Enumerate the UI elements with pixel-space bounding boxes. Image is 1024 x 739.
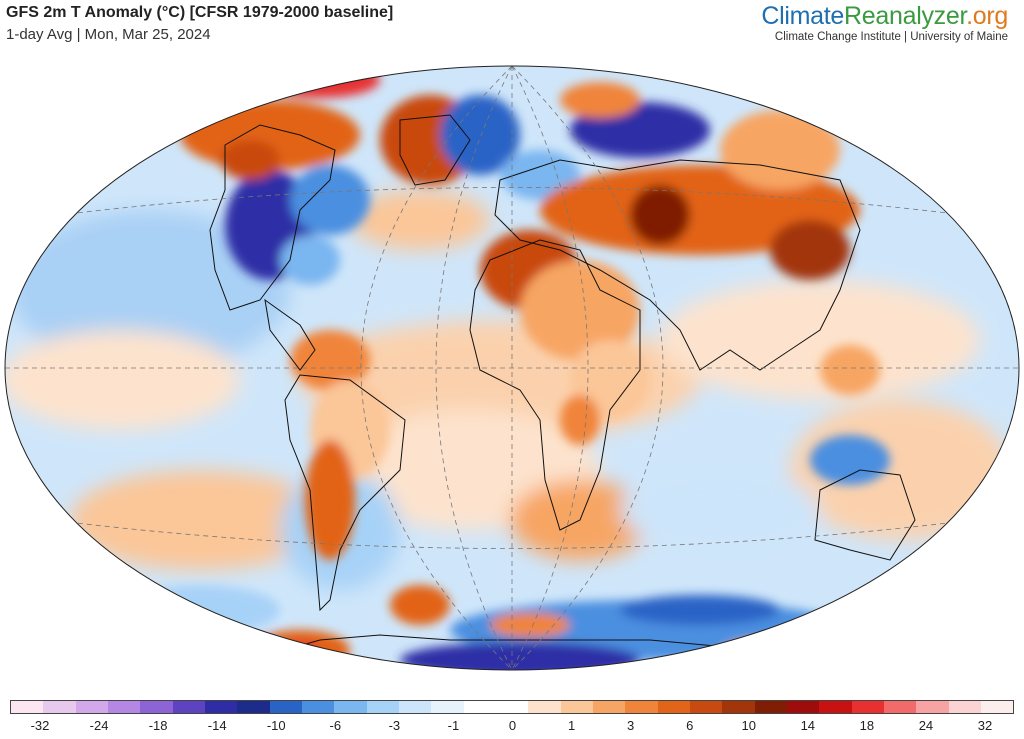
map-subtitle: 1-day Avg | Mon, Mar 25, 2024: [6, 26, 211, 43]
brand-name: ClimateReanalyzer.org: [761, 2, 1008, 30]
colorbar-tick-label: -1: [447, 718, 460, 733]
colorbar-swatch: [786, 701, 820, 713]
colorbar-swatch: [43, 701, 76, 713]
colorbar-swatch: [140, 701, 173, 713]
colorbar-swatch: [75, 701, 108, 713]
colorbar-tick-label: -3: [388, 718, 401, 733]
colorbar-swatch: [528, 701, 561, 713]
colorbar-swatch: [851, 701, 884, 713]
colorbar-swatch: [495, 701, 529, 713]
colorbar-tick-label: 3: [627, 718, 635, 733]
colorbar-tick-label: 0: [508, 718, 517, 733]
colorbar-ticks: -32 -24 -18 -14 -10 -6 -3 -1 0 1 3 6 10 14 18 24 32: [10, 718, 1014, 736]
colorbar-tick-label: 6: [686, 718, 694, 733]
anomaly-map: [4, 65, 1020, 671]
colorbar-swatch: [592, 701, 626, 713]
colorbar-swatch: [398, 701, 432, 713]
colorbar-tick-label: -14: [207, 718, 227, 733]
graticule: [5, 66, 1019, 670]
colorbar-swatch: [689, 701, 723, 713]
colorbar-swatch: [948, 701, 981, 713]
colorbar-swatch: [657, 701, 690, 713]
colorbar-swatch: [237, 701, 270, 713]
colorbar-tick-label: 32: [977, 718, 993, 733]
colorbar-swatch: [722, 701, 755, 713]
map-title: GFS 2m T Anomaly (°C) [CFSR 1979-2000 ba…: [6, 4, 394, 21]
colorbar-swatch: [883, 701, 917, 713]
colorbar-tick-label: -10: [266, 718, 286, 733]
colorbar-swatch: [463, 701, 496, 713]
globe-projection: [5, 66, 1019, 670]
colorbar-swatch: [301, 701, 335, 713]
colorbar-swatch: [204, 701, 238, 713]
colorbar-tick-label: -18: [148, 718, 168, 733]
colorbar-tick-label: 18: [859, 718, 875, 733]
colorbar-tick-label: -32: [30, 718, 50, 733]
colorbar-tick-label: -24: [89, 718, 109, 733]
brand-logo[interactable]: ClimateReanalyzer.org Climate Change Ins…: [761, 2, 1008, 43]
colorbar-swatch: [560, 701, 593, 713]
brand-affiliation: Climate Change Institute | University of…: [774, 31, 1008, 43]
colorbar-swatch: [754, 701, 787, 713]
colorbar-swatch: [366, 701, 399, 713]
colorbar-swatch: [11, 701, 44, 713]
colorbar-tick-label: 10: [741, 718, 756, 733]
colorbar-swatch: [819, 701, 852, 713]
colorbar: [10, 700, 1014, 714]
colorbar-swatch: [334, 701, 367, 713]
colorbar-swatch: [980, 701, 1014, 713]
colorbar-tick-label: 1: [567, 718, 576, 733]
colorbar-swatch: [172, 701, 205, 713]
colorbar-tick-label: 14: [800, 718, 816, 733]
colorbar-tick-label: -6: [329, 718, 342, 733]
colorbar-swatch: [916, 701, 949, 713]
colorbar-swatch: [107, 701, 141, 713]
colorbar-swatch: [625, 701, 658, 713]
colorbar-swatch: [431, 701, 464, 713]
colorbar-swatch: [269, 701, 302, 713]
coastlines: [209, 114, 916, 670]
colorbar-tick-label: 24: [918, 718, 934, 733]
